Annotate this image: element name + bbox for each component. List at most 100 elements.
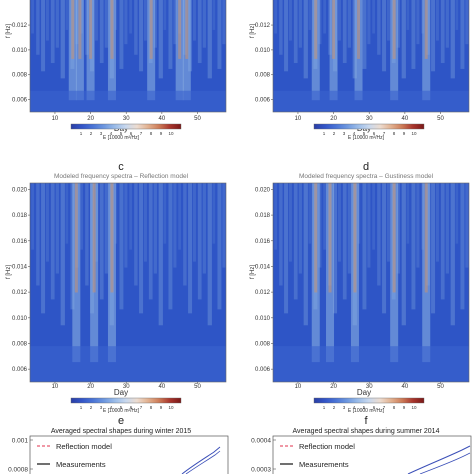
colorbar-tick-label: 8 (393, 131, 396, 136)
heatmap-streak (31, 0, 34, 34)
heatmap-streak (342, 0, 347, 64)
panel-e-legend-reflection: Reflection model (56, 442, 112, 451)
colorbar-tick-label: 6 (373, 131, 376, 136)
y-tick-label: 0.010 (12, 316, 28, 322)
heatmap-streak (406, 183, 410, 244)
panel-f-frame (272, 435, 472, 474)
colorbar-tick-label: 5 (363, 405, 366, 410)
heatmap-streak (197, 183, 202, 300)
y-tick-label: 0.0003 (251, 467, 271, 474)
panel-e-title: Averaged spectral shapes during winter 2… (51, 428, 191, 435)
heatmap-streak (55, 0, 59, 48)
heatmap-energy-core (92, 183, 96, 293)
heatmap-streak (279, 0, 283, 55)
heatmap-streak (411, 183, 416, 310)
heatmap-energy-core (71, 0, 75, 59)
heatmap-energy-core (178, 0, 182, 59)
x-tick-label: 10 (295, 116, 302, 122)
heatmap-streak (168, 0, 173, 69)
heatmap-streak (386, 0, 390, 41)
heatmap-streak (36, 0, 40, 55)
y-tick-label: 0.014 (255, 264, 271, 270)
heatmap-streak (41, 183, 46, 314)
heatmap-streak (411, 0, 416, 69)
heatmap-streak (333, 183, 338, 314)
y-tick-label: 0.010 (255, 316, 271, 322)
heatmap-streak (396, 183, 400, 274)
heatmap-energy-core (185, 0, 189, 59)
heatmap-streak (124, 183, 128, 268)
colorbar-tick-label: 7 (383, 405, 386, 410)
heatmap-streak (337, 183, 341, 262)
colorbar-bar (70, 397, 182, 404)
heatmap-streak (303, 0, 308, 79)
panel-a-colorbar-label: E [10000 m²/Hz] (103, 135, 140, 141)
y-tick-label: 0.012 (12, 23, 28, 29)
plot-frame (29, 0, 227, 113)
heatmap-streak (445, 183, 449, 274)
heatmap-streak (431, 183, 436, 314)
panel-b-axes: 0.006 0.008 0.010 0.012 10 20 30 40 50 (255, 0, 470, 122)
heatmap-streak (36, 183, 40, 286)
heatmap-low-band (30, 346, 226, 382)
colorbar-tick-label: 10 (411, 405, 417, 410)
y-tick-label: 0.012 (255, 290, 271, 296)
y-tick-label: 0.014 (12, 264, 28, 270)
y-tick-label: 0.020 (12, 187, 28, 193)
plot-frame (272, 0, 470, 113)
panel-label-f: f (364, 415, 368, 427)
x-tick-label: 50 (194, 384, 201, 390)
heatmap-streak (45, 0, 49, 41)
x-tick-label: 30 (123, 116, 130, 122)
heatmap-energy-core (110, 0, 114, 59)
panel-f-curve-2 (419, 452, 471, 474)
heatmap-energy-core (392, 183, 396, 293)
heatmap-streak (207, 183, 212, 326)
heatmap-streak (288, 183, 292, 262)
x-tick-label: 20 (330, 384, 337, 390)
heatmap-streak (284, 0, 289, 72)
heatmap-streak (303, 183, 308, 326)
heatmap-streak (134, 0, 138, 55)
heatmap-streak (293, 0, 298, 64)
colorbar-tick-label: 1 (323, 131, 326, 136)
heatmap-streak (362, 0, 367, 69)
heatmap-streak (367, 183, 371, 268)
heatmap-streak (298, 183, 302, 274)
plot-frame (272, 182, 470, 383)
panel-d-colorbar-label: E [10000 m²/Hz] (348, 408, 385, 414)
heatmap-streak (347, 183, 351, 274)
heatmap-streak (450, 0, 455, 79)
heatmap-streak (65, 0, 69, 30)
heatmap-streak (445, 0, 449, 48)
heatmap-streak (94, 0, 98, 41)
x-tick-label: 30 (123, 384, 130, 390)
colorbar-tick-label: 4 (110, 131, 113, 136)
panel-c-ylabel: f [Hz] (6, 265, 12, 279)
panel-e-curve (181, 446, 221, 474)
panel-c-colorbar: 1 2 3 4 5 6 7 8 9 10 (70, 397, 182, 410)
y-tick-label: 0.018 (12, 213, 28, 219)
heatmap-streak (65, 183, 69, 244)
x-tick-label: 20 (87, 384, 94, 390)
heatmap-streak (158, 0, 163, 79)
x-tick-label: 40 (159, 116, 166, 122)
heatmap-streak (139, 0, 144, 72)
heatmap-energy-core (332, 0, 336, 59)
x-tick-label: 20 (330, 116, 337, 122)
heatmap-streak (318, 0, 322, 45)
y-tick-label: 0.006 (255, 98, 271, 104)
panel-label-c: c (118, 161, 124, 173)
x-tick-label: 10 (295, 384, 302, 390)
heatmap-streak (401, 0, 406, 79)
y-tick-label: 0.0004 (251, 438, 271, 445)
y-tick-label: 0.008 (12, 73, 28, 79)
panel-d: Modeled frequency spectra – Gustiness mo… (250, 173, 470, 414)
heatmap-energy-core (328, 183, 332, 293)
heatmap-streak (192, 183, 196, 262)
heatmap-streak (318, 183, 322, 268)
heatmap-streak (173, 183, 177, 268)
panel-a-colorbar: 1 2 3 4 5 6 7 8 9 10 (70, 123, 182, 136)
plot-frame (29, 182, 227, 383)
heatmap-streak (80, 183, 83, 250)
